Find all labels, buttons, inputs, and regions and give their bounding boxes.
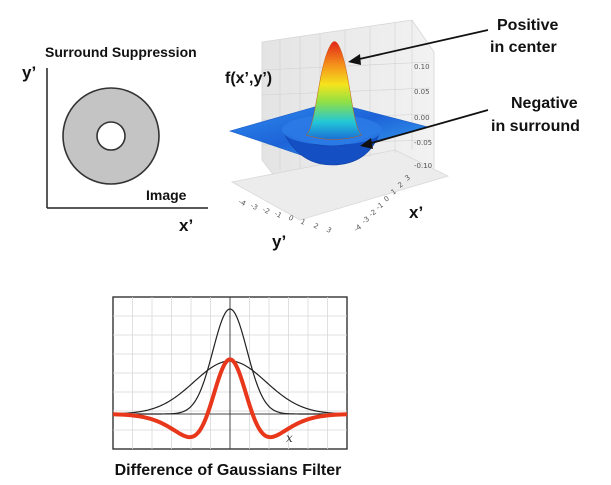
narrow-gaussian-curve <box>113 308 347 415</box>
y-tick: 3 <box>325 226 333 235</box>
surface-x-axis-label: x’ <box>409 203 423 222</box>
z-tick: -0.05 <box>414 139 432 147</box>
dog-x-label: x <box>286 431 293 445</box>
positive-arrow-head <box>348 54 361 65</box>
y-tick: 2 <box>312 222 320 231</box>
dog-caption: Difference of Gaussians Filter <box>115 462 342 479</box>
x-tick: -2 <box>368 208 378 219</box>
x-tick: -1 <box>375 201 385 212</box>
negative-arrow-head <box>360 138 373 149</box>
y-tick: 0 <box>287 214 295 223</box>
surface-x-ticks: -4 -3 -2 -1 0 1 2 3 <box>353 174 412 234</box>
y-tick: 1 <box>299 218 307 227</box>
y-tick: -3 <box>249 202 259 212</box>
x-tick: -4 <box>353 223 364 234</box>
negative-arrow-line <box>367 109 489 145</box>
negative-annotation-line2: in surround <box>491 118 580 135</box>
y-tick: -4 <box>237 198 247 209</box>
x-tick: 2 <box>397 181 405 190</box>
surround-x-axis-label: x’ <box>179 216 193 235</box>
x-tick: 0 <box>383 195 391 204</box>
surround-title: Surround Suppression <box>45 44 197 60</box>
surround-y-axis-label: y’ <box>22 63 36 82</box>
surface-y-ticks: -4 -3 -2 -1 0 1 2 3 <box>237 198 333 235</box>
z-tick: 0.05 <box>414 88 430 96</box>
x-tick: 3 <box>404 174 412 183</box>
z-tick: 0.00 <box>414 114 430 122</box>
center-hole <box>96 121 126 151</box>
y-tick: -2 <box>261 206 271 216</box>
positive-arrow-line <box>354 29 489 61</box>
surface-plot-panel: 0.10 0.05 0.00 -0.05 -0.10 -4 -3 -2 -1 0… <box>225 17 580 251</box>
positive-annotation-line2: in center <box>490 39 557 56</box>
x-tick: 1 <box>390 188 398 197</box>
surface-peak <box>305 41 363 140</box>
x-tick: -3 <box>361 215 371 226</box>
negative-annotation-line1: Negative <box>511 95 578 112</box>
z-tick: 0.10 <box>414 63 430 71</box>
surface-z-ticks: 0.10 0.05 0.00 -0.05 -0.10 <box>414 63 432 170</box>
surface-y-axis-label: y’ <box>272 232 286 251</box>
dog-panel: x Difference of Gaussians Filter <box>112 296 348 479</box>
function-label: f(x’,y’) <box>225 70 272 87</box>
dog-curve <box>112 357 348 440</box>
surround-suppression-panel: Surround Suppression y’ Image x’ <box>22 44 208 235</box>
positive-annotation-line1: Positive <box>497 17 558 34</box>
z-tick: -0.10 <box>414 162 432 170</box>
y-tick: -1 <box>273 210 283 220</box>
image-label: Image <box>146 187 187 203</box>
